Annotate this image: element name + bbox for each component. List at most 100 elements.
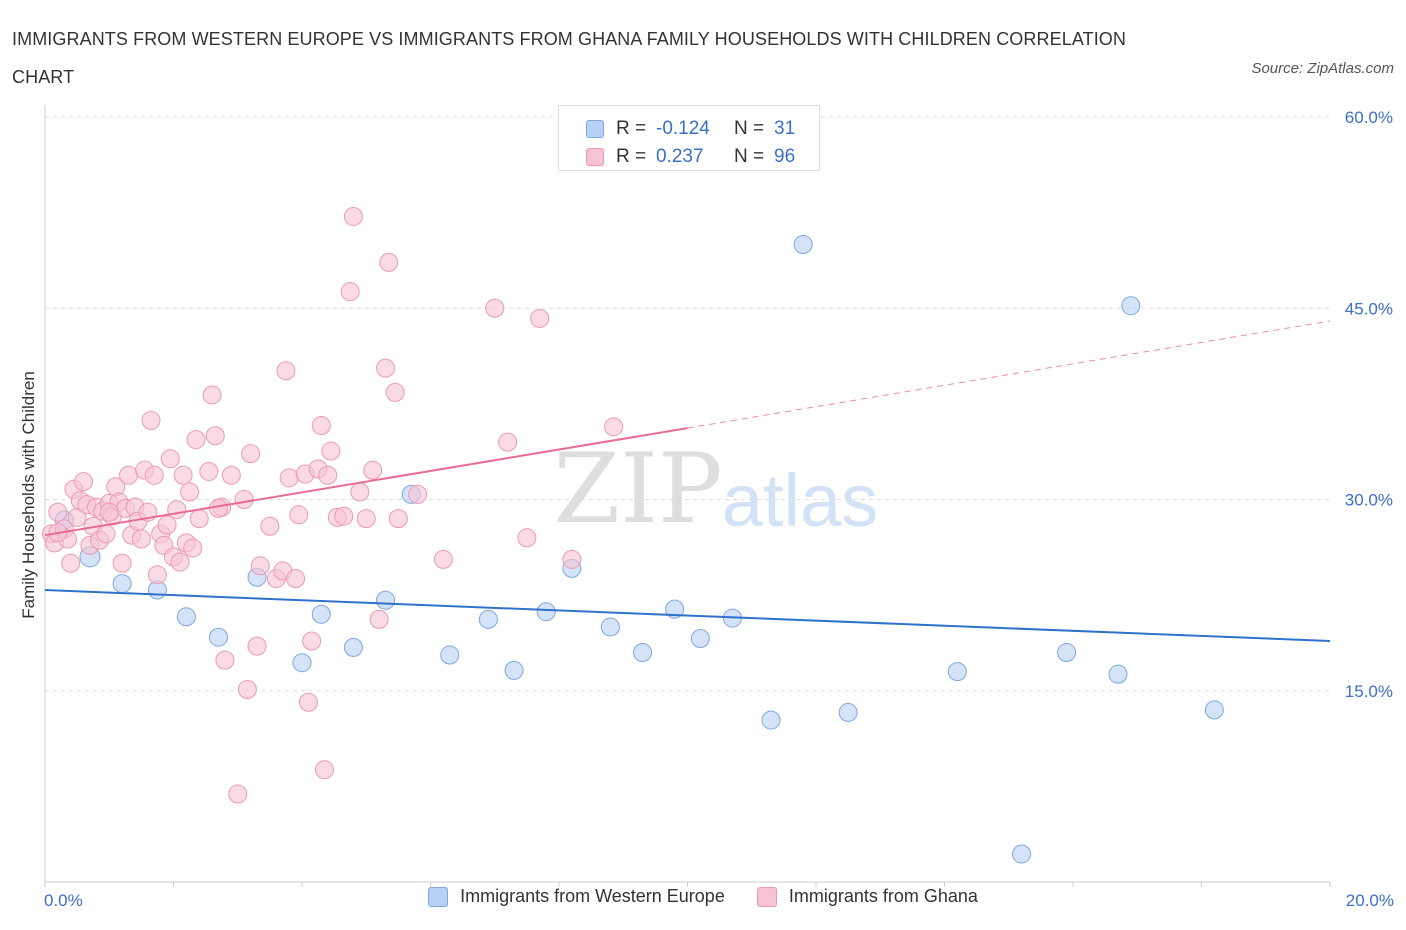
point-western-europe [176, 607, 196, 627]
point-ghana [562, 549, 582, 569]
source-label: Source: ZipAtlas.com [1251, 60, 1394, 77]
point-ghana [199, 461, 219, 481]
trendline-ghana [44, 427, 688, 537]
legend-item-ghana[interactable]: Immigrants from Ghana [756, 886, 978, 907]
point-ghana [250, 556, 270, 576]
r-value: 0.237 [656, 146, 704, 167]
point-ghana [247, 636, 267, 656]
point-western-europe [947, 662, 967, 682]
point-ghana [530, 308, 550, 328]
legend-item-western-europe[interactable]: Immigrants from Western Europe [428, 886, 725, 907]
point-ghana [99, 502, 119, 522]
point-ghana [517, 528, 537, 548]
point-ghana [334, 506, 354, 526]
point-ghana [356, 509, 376, 529]
point-western-europe [1108, 664, 1128, 684]
stats-legend-row-ghana: R = 0.237 N = 96 [559, 142, 795, 172]
point-ghana [141, 410, 161, 430]
point-western-europe [478, 609, 498, 629]
n-value: 31 [774, 118, 796, 139]
point-ghana [228, 784, 248, 804]
point-ghana [170, 552, 190, 572]
x-tick-label-max: 20.0% [1345, 891, 1394, 910]
n-value: 96 [774, 146, 796, 167]
point-western-europe [376, 590, 396, 610]
point-western-europe [665, 599, 685, 619]
point-ghana [289, 505, 309, 525]
legend-label-western-europe: Immigrants from Western Europe [460, 886, 725, 906]
point-ghana [221, 465, 241, 485]
point-ghana [180, 482, 200, 502]
legend-swatch-ghana [756, 886, 777, 907]
point-ghana [298, 692, 318, 712]
point-western-europe [311, 604, 331, 624]
point-western-europe [1121, 296, 1141, 316]
point-ghana [302, 631, 322, 651]
point-ghana [144, 465, 164, 485]
stats-legend: R = -0.124 N = 31 R = 0.237 N = 96 [558, 105, 820, 171]
point-ghana [379, 252, 399, 272]
point-ghana [241, 444, 261, 464]
y-tick-label: 15.0% [1345, 682, 1393, 701]
point-ghana [157, 515, 177, 535]
point-ghana [234, 490, 254, 509]
point-ghana [189, 509, 209, 529]
trendline-ghana-extension [687, 320, 1331, 429]
point-ghana [61, 553, 81, 573]
y-tick-label: 60.0% [1345, 108, 1393, 127]
point-western-europe [292, 653, 312, 673]
point-ghana [376, 358, 396, 378]
point-western-europe [208, 627, 228, 647]
point-ghana [237, 679, 257, 699]
point-ghana [167, 500, 187, 520]
point-ghana [74, 472, 94, 492]
point-ghana [369, 609, 389, 629]
legend-swatch-ghana [586, 148, 604, 166]
point-ghana [498, 432, 518, 452]
stats-legend-row-western-europe: R = -0.124 N = 31 [559, 114, 795, 144]
point-ghana [385, 382, 405, 402]
point-western-europe [690, 628, 710, 648]
chart-title: IMMIGRANTS FROM WESTERN EUROPE VS IMMIGR… [12, 29, 1126, 87]
point-ghana [286, 569, 306, 589]
point-ghana [363, 460, 383, 480]
legend-swatch-western-europe [428, 886, 449, 907]
point-ghana [112, 553, 132, 573]
point-ghana [202, 385, 222, 405]
legend-label-ghana: Immigrants from Ghana [788, 886, 978, 906]
point-ghana [311, 416, 331, 436]
r-label: R = [616, 118, 647, 139]
point-ghana [215, 650, 235, 670]
x-tick-label-min: 0.0% [44, 891, 83, 910]
point-ghana [318, 465, 338, 485]
point-western-europe [343, 637, 363, 657]
point-western-europe [761, 710, 781, 730]
n-label: N = [734, 146, 765, 167]
point-ghana [343, 206, 363, 226]
point-ghana [119, 465, 139, 485]
point-ghana [48, 502, 68, 522]
point-ghana [388, 509, 408, 529]
legend-swatch-western-europe [586, 120, 604, 138]
point-ghana [350, 482, 370, 502]
watermark-zip: ZIP [553, 433, 722, 545]
point-western-europe [838, 702, 858, 722]
r-label: R = [616, 146, 647, 167]
point-ghana [260, 516, 280, 536]
point-ghana [604, 417, 624, 437]
trendline-western-europe [44, 589, 1331, 643]
point-ghana [173, 465, 193, 485]
point-ghana [276, 361, 296, 381]
point-ghana [131, 529, 151, 549]
r-value: -0.124 [656, 118, 710, 139]
point-western-europe [633, 643, 653, 662]
point-ghana [408, 484, 428, 504]
point-ghana [433, 549, 453, 569]
point-western-europe [504, 660, 524, 680]
point-western-europe [1057, 643, 1077, 662]
point-ghana [340, 282, 360, 302]
point-ghana [485, 298, 505, 318]
point-ghana [208, 498, 228, 518]
point-ghana [314, 760, 334, 780]
point-western-europe [440, 645, 460, 665]
